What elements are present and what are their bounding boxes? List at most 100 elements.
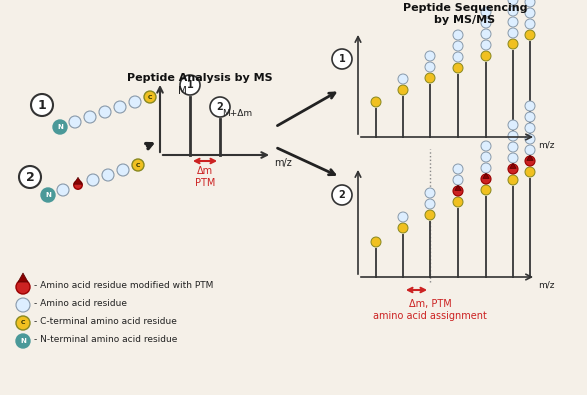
Circle shape — [455, 188, 461, 194]
Circle shape — [508, 142, 518, 152]
Circle shape — [508, 153, 518, 163]
Polygon shape — [527, 155, 533, 160]
Text: 2: 2 — [339, 190, 345, 200]
Circle shape — [525, 19, 535, 29]
Circle shape — [129, 96, 141, 108]
Circle shape — [117, 164, 129, 176]
Polygon shape — [455, 185, 461, 190]
Circle shape — [481, 152, 491, 162]
Circle shape — [332, 185, 352, 205]
Circle shape — [481, 141, 491, 151]
Circle shape — [453, 41, 463, 51]
Circle shape — [453, 30, 463, 40]
Text: N: N — [57, 124, 63, 130]
Circle shape — [508, 17, 518, 27]
Circle shape — [525, 101, 535, 111]
Text: C: C — [148, 94, 152, 100]
Circle shape — [525, 30, 535, 40]
Circle shape — [453, 175, 463, 185]
Circle shape — [425, 188, 435, 198]
Circle shape — [31, 94, 53, 116]
Text: Δm
PTM: Δm PTM — [195, 166, 215, 188]
Text: M+Δm: M+Δm — [222, 109, 252, 118]
Circle shape — [525, 112, 535, 122]
Circle shape — [41, 188, 55, 202]
Circle shape — [481, 29, 491, 39]
Text: - Amino acid residue: - Amino acid residue — [34, 299, 127, 307]
Circle shape — [481, 51, 491, 61]
Circle shape — [481, 185, 491, 195]
Circle shape — [525, 156, 535, 166]
Circle shape — [84, 111, 96, 123]
Text: - Amino acid residue modified with PTM: - Amino acid residue modified with PTM — [34, 280, 214, 290]
Circle shape — [525, 0, 535, 7]
Circle shape — [69, 116, 81, 128]
Text: m/z: m/z — [538, 140, 555, 149]
Text: m/z: m/z — [274, 158, 292, 168]
Circle shape — [508, 28, 518, 38]
Circle shape — [74, 181, 82, 189]
Circle shape — [53, 120, 67, 134]
Circle shape — [481, 174, 491, 184]
Circle shape — [398, 85, 408, 95]
Circle shape — [114, 101, 126, 113]
Circle shape — [525, 134, 535, 144]
Text: Peptide Sequencing
by MS/MS: Peptide Sequencing by MS/MS — [403, 3, 527, 25]
Text: 2: 2 — [217, 102, 224, 112]
Polygon shape — [510, 163, 516, 168]
Circle shape — [481, 163, 491, 173]
Circle shape — [453, 197, 463, 207]
Text: 1: 1 — [339, 54, 345, 64]
Circle shape — [453, 63, 463, 73]
Circle shape — [371, 97, 381, 107]
Circle shape — [99, 106, 111, 118]
Circle shape — [453, 164, 463, 174]
Circle shape — [398, 74, 408, 84]
Text: N: N — [20, 338, 26, 344]
Text: m/z: m/z — [538, 280, 555, 289]
Circle shape — [398, 212, 408, 222]
Circle shape — [57, 184, 69, 196]
Circle shape — [481, 7, 491, 17]
Text: N: N — [45, 192, 51, 198]
Polygon shape — [483, 173, 489, 179]
Text: 2: 2 — [26, 171, 35, 184]
Circle shape — [508, 131, 518, 141]
Circle shape — [16, 316, 30, 330]
Circle shape — [398, 223, 408, 233]
Circle shape — [16, 298, 30, 312]
Circle shape — [525, 145, 535, 155]
Circle shape — [453, 52, 463, 62]
Circle shape — [525, 8, 535, 18]
Circle shape — [102, 169, 114, 181]
Polygon shape — [18, 273, 28, 282]
Text: - N-terminal amino acid residue: - N-terminal amino acid residue — [34, 335, 177, 344]
Circle shape — [510, 166, 516, 172]
Text: M: M — [178, 86, 187, 96]
Circle shape — [87, 174, 99, 186]
Circle shape — [508, 39, 518, 49]
Circle shape — [525, 123, 535, 133]
Text: - C-terminal amino acid residue: - C-terminal amino acid residue — [34, 316, 177, 325]
Circle shape — [425, 73, 435, 83]
Polygon shape — [74, 177, 82, 184]
Circle shape — [425, 199, 435, 209]
Circle shape — [481, 18, 491, 28]
Circle shape — [425, 51, 435, 61]
Circle shape — [483, 176, 489, 182]
Text: 1: 1 — [187, 80, 193, 90]
Circle shape — [144, 91, 156, 103]
Circle shape — [508, 164, 518, 174]
Circle shape — [16, 280, 30, 294]
Text: Δm, PTM
amino acid assignment: Δm, PTM amino acid assignment — [373, 299, 487, 322]
Circle shape — [508, 120, 518, 130]
Circle shape — [508, 0, 518, 5]
Circle shape — [132, 159, 144, 171]
Circle shape — [425, 210, 435, 220]
Circle shape — [425, 62, 435, 72]
Circle shape — [210, 97, 230, 117]
Circle shape — [481, 40, 491, 50]
Circle shape — [19, 166, 41, 188]
Circle shape — [180, 75, 200, 95]
Circle shape — [453, 186, 463, 196]
